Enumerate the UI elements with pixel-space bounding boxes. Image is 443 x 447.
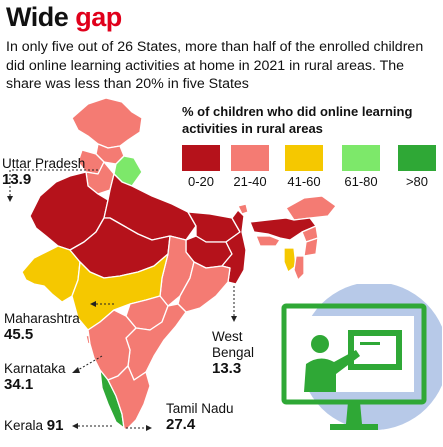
legend-swatch	[342, 145, 380, 171]
state-sikkim	[237, 203, 249, 215]
legend-swatch	[285, 145, 323, 171]
callout-maharashtra: Maharashtra 45.5	[4, 311, 80, 343]
callout-kerala: Kerala 91	[4, 418, 63, 434]
legend-label: 61-80	[344, 174, 378, 189]
callout-karnataka: Karnataka 34.1	[4, 361, 66, 393]
callout-name: Uttar Pradesh	[2, 156, 86, 171]
page-subtitle: In only five out of 26 States, more than…	[6, 39, 424, 92]
callout-name: Maharashtra	[4, 311, 80, 326]
callout-uttar-pradesh: Uttar Pradesh 13.9	[2, 156, 85, 188]
teacher-body-icon	[304, 350, 360, 392]
arrowhead-uttar-pradesh	[7, 196, 13, 202]
legend-label: 0-20	[187, 174, 215, 189]
screen-base	[330, 424, 378, 430]
state-meghalaya	[255, 235, 281, 247]
legend-label: 21-40	[233, 174, 267, 189]
legend-swatch	[231, 145, 269, 171]
legend-item: 0-20	[182, 145, 226, 189]
callout-value: 91	[46, 417, 64, 434]
legend-item: 21-40	[231, 145, 275, 189]
state-jammu-kashmir	[71, 97, 143, 149]
state-west-bengal	[221, 209, 247, 285]
arrowhead-maharashtra	[90, 301, 96, 307]
arrowhead-karnataka	[72, 367, 80, 373]
state-manipur	[303, 237, 319, 257]
legend-item: 61-80	[342, 145, 386, 189]
legend-label: 41-60	[287, 174, 321, 189]
callout-value: 13.9	[2, 171, 32, 188]
screen-stand	[346, 402, 362, 424]
board-line	[360, 342, 380, 345]
callout-value: 27.4	[166, 416, 196, 433]
title-accent: gap	[75, 2, 122, 32]
legend-title: % of children who did online learning ac…	[182, 104, 413, 136]
callout-name: Tamil Nadu	[166, 401, 234, 416]
arrowhead-tamil-nadu	[146, 425, 152, 431]
state-gujarat	[21, 245, 81, 303]
state-tamil-nadu	[107, 365, 151, 431]
page-title: Wide gap	[6, 0, 122, 34]
legend-label: >80	[405, 174, 429, 189]
arrowhead-kerala	[72, 423, 78, 429]
legend-swatch	[398, 145, 436, 171]
callout-name: West Bengal	[212, 329, 255, 360]
state-arunachal-pradesh	[285, 195, 337, 221]
callout-value: 34.1	[4, 376, 34, 393]
legend-swatch	[182, 145, 220, 171]
legend-item: 41-60	[285, 145, 329, 189]
callout-value: 13.3	[212, 360, 242, 377]
callout-name: Karnataka	[4, 361, 66, 376]
title-plain: Wide	[6, 2, 76, 32]
state-mizoram	[293, 255, 305, 281]
callout-west-bengal: West Bengal 13.3	[212, 329, 282, 377]
leader-line-uttar-pradesh	[9, 169, 98, 196]
online-learning-illustration	[281, 284, 442, 430]
callout-tamil-nadu: Tamil Nadu 27.4	[166, 401, 234, 433]
leader-line-karnataka	[77, 355, 103, 371]
state-odisha	[177, 261, 231, 313]
legend-item: >80	[398, 145, 442, 189]
callout-value: 45.5	[4, 326, 34, 343]
arrowhead-west-bengal	[231, 316, 237, 322]
teacher-head-icon	[311, 335, 329, 353]
callout-name: Kerala	[4, 418, 44, 433]
state-tripura	[283, 247, 297, 273]
board-surface	[354, 336, 396, 364]
